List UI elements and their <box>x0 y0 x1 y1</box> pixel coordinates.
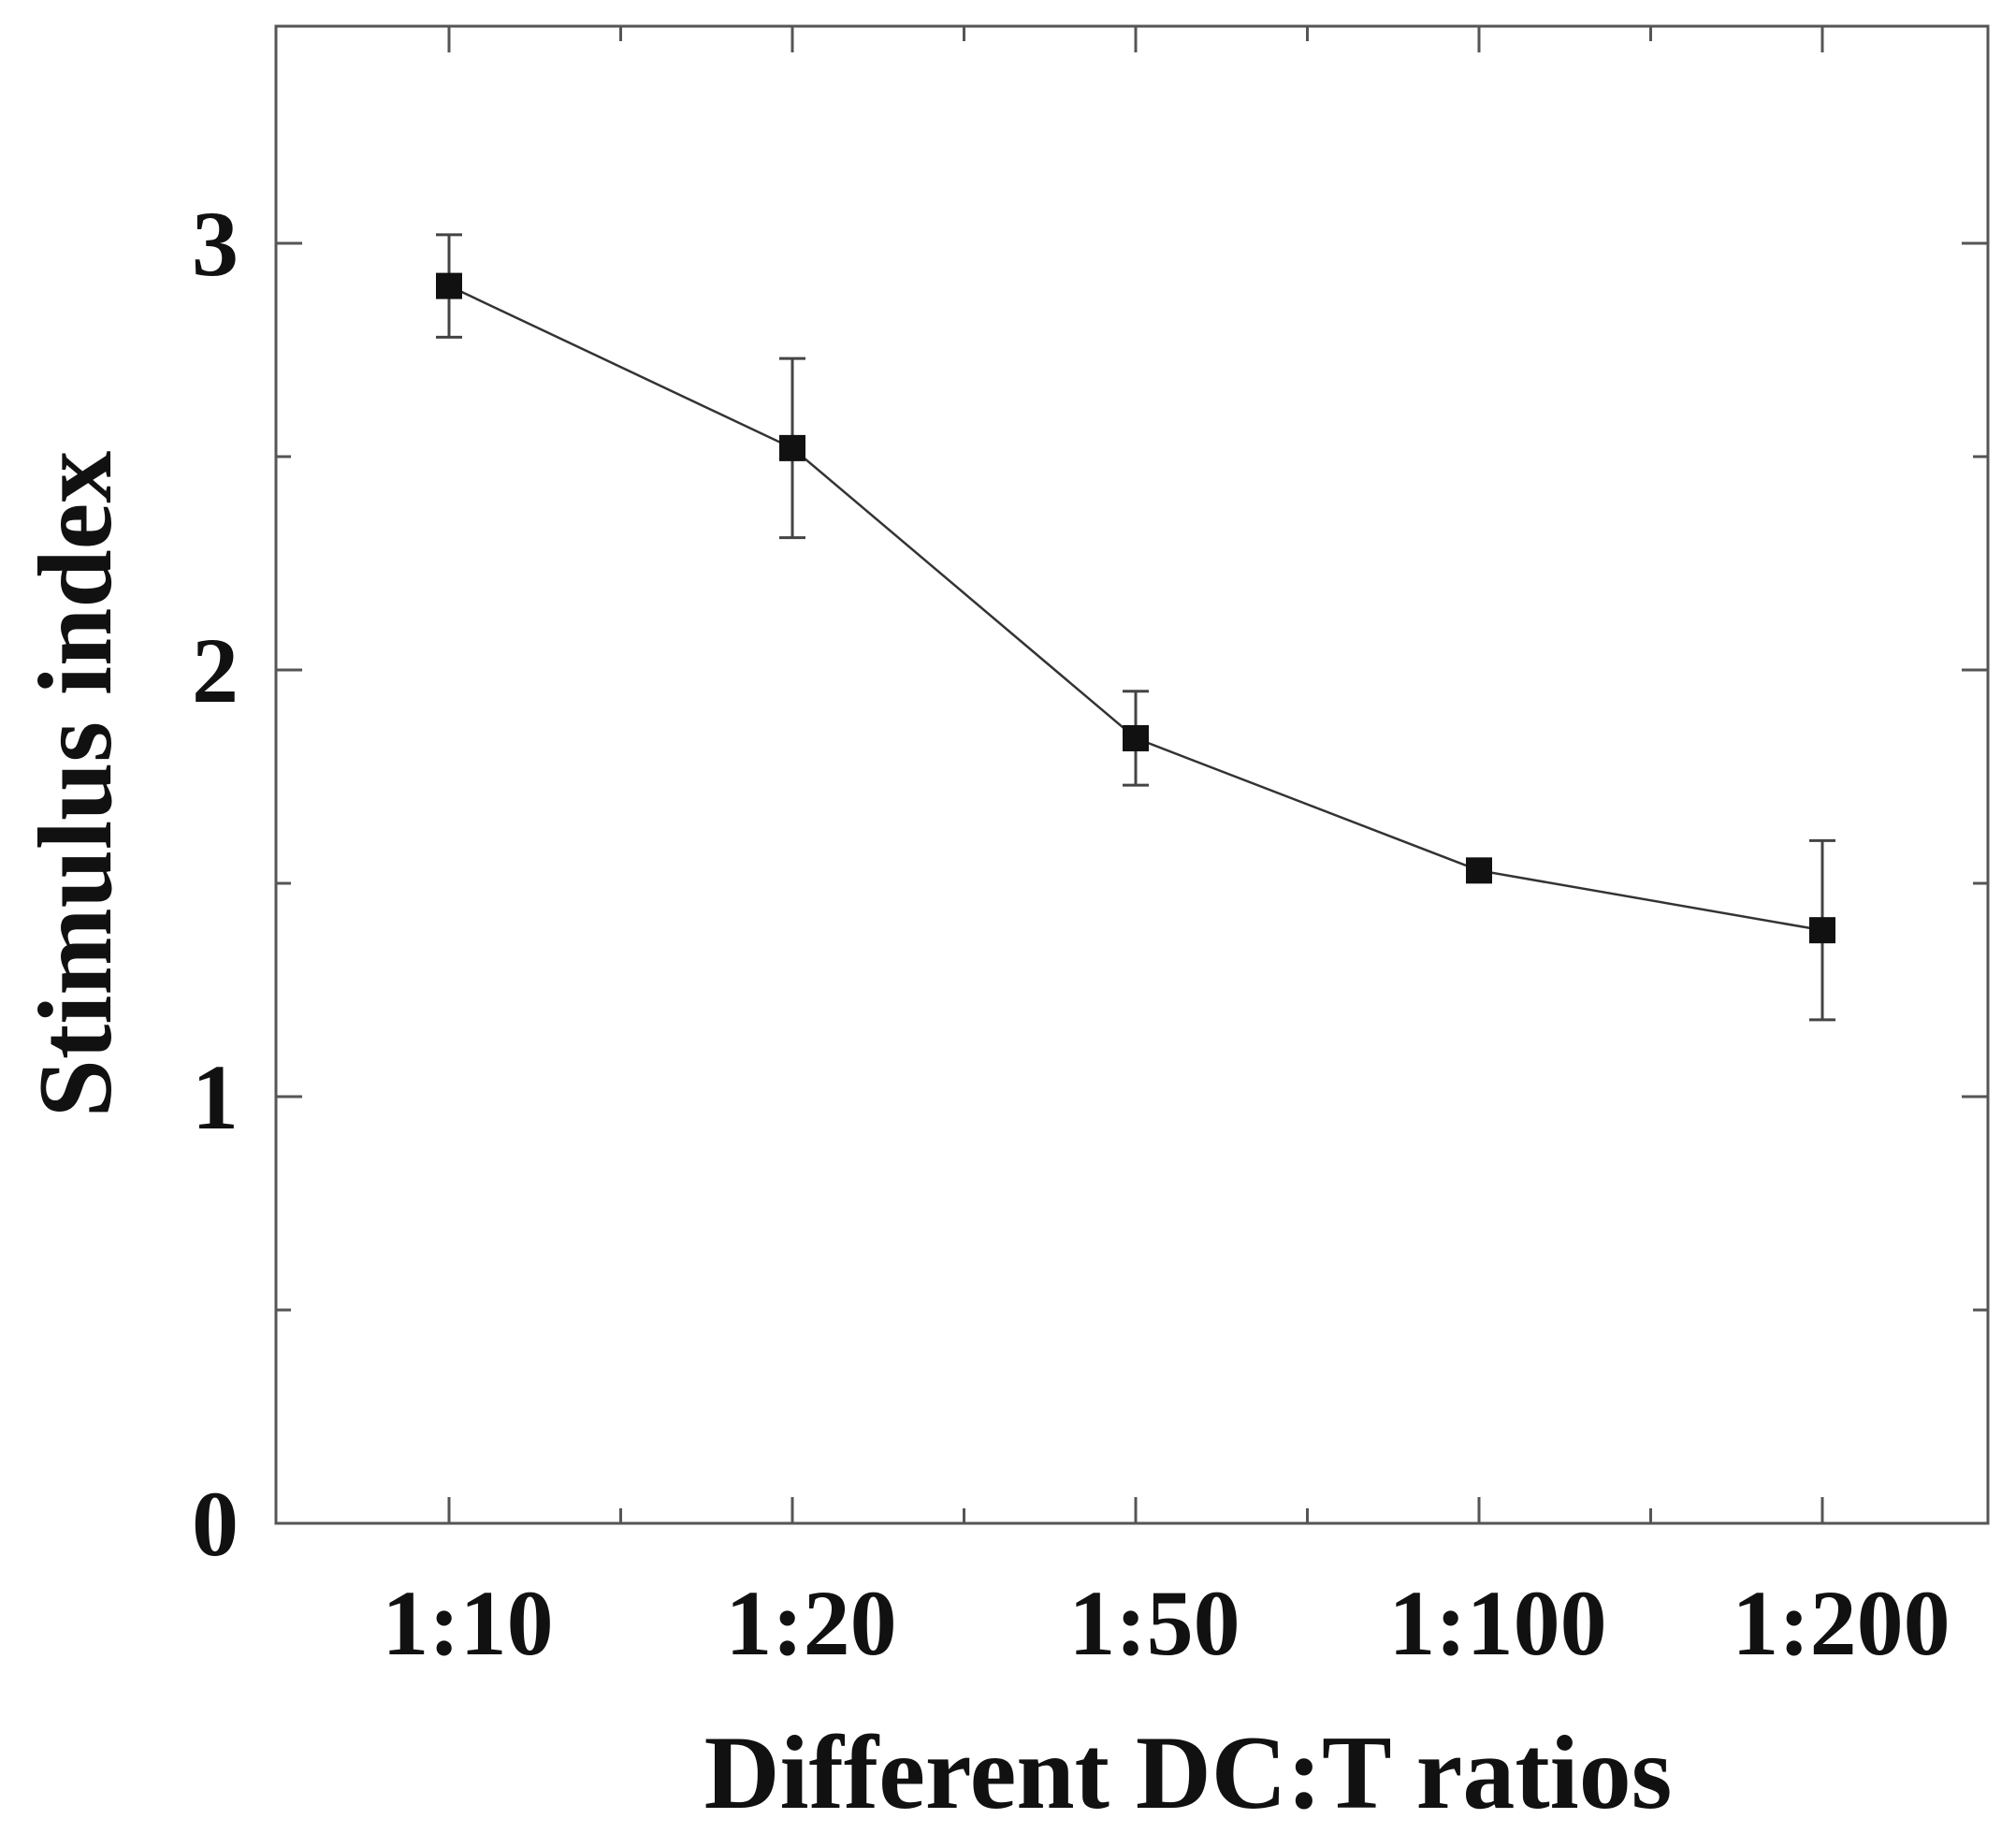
x-tick-label: 1:10 <box>382 1571 553 1675</box>
data-point <box>1466 857 1492 884</box>
x-tick-label: 1:100 <box>1388 1571 1606 1675</box>
data-point <box>436 272 462 299</box>
x-tick-label: 1:50 <box>1068 1571 1240 1675</box>
series-line <box>448 284 1823 932</box>
y-axis-title: Stimulus index <box>18 451 134 1118</box>
y-tick-label: 0 <box>192 1472 239 1576</box>
y-tick-label: 1 <box>192 1045 239 1149</box>
y-axis-ticks: 0 1 2 3 <box>192 192 1988 1576</box>
data-point <box>1123 724 1149 751</box>
data-series <box>436 233 1835 1022</box>
plot-frame <box>274 24 1990 1525</box>
data-point <box>779 434 805 461</box>
x-axis-title: Different DC:T ratios <box>704 1715 1673 1831</box>
plot-border <box>274 24 1990 1525</box>
x-axis-ticks: 1:10 1:20 1:50 1:100 1:200 <box>382 26 1951 1675</box>
data-point <box>1809 917 1835 944</box>
y-tick-label: 2 <box>192 618 239 722</box>
y-tick-label: 3 <box>192 192 239 296</box>
x-tick-label: 1:20 <box>725 1571 896 1675</box>
x-tick-label: 1:200 <box>1732 1571 1950 1675</box>
